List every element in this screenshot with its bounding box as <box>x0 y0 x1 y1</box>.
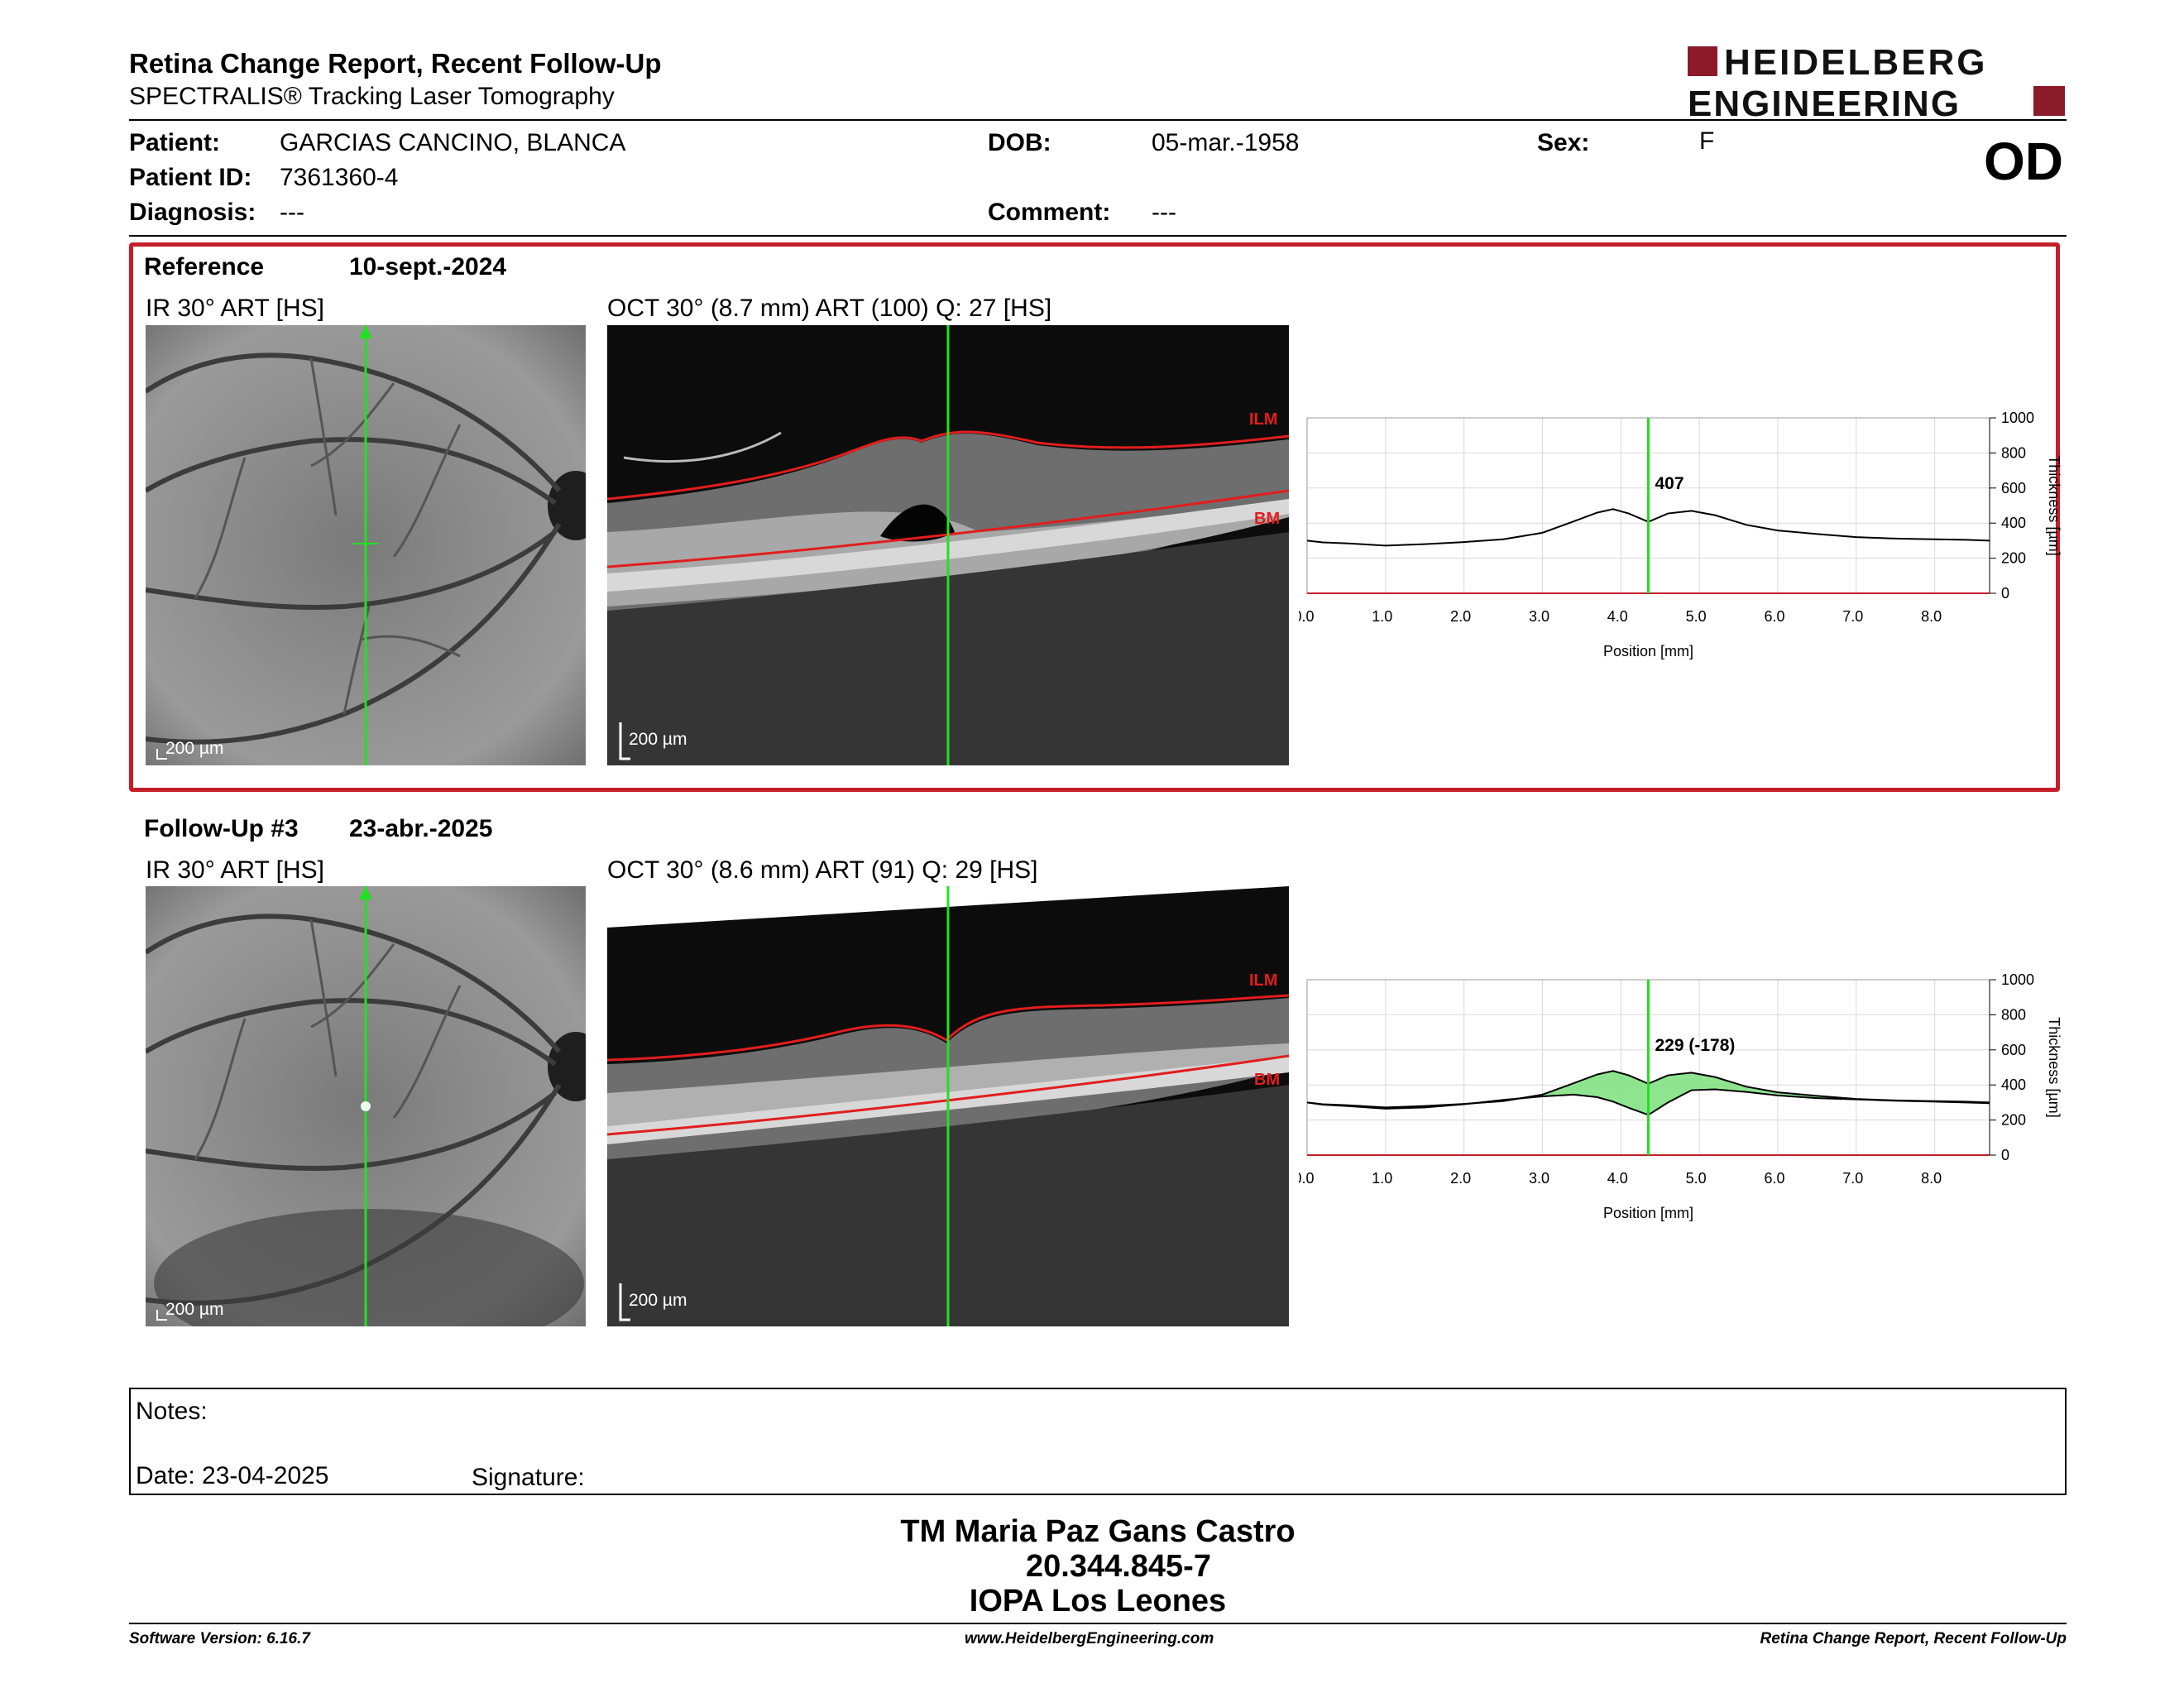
patient-id-label: Patient ID: <box>129 164 252 191</box>
followup-chart-y-tick-label: 1000 <box>2001 971 2034 988</box>
followup-chart-y-tick-label: 0 <box>2001 1147 2009 1163</box>
followup-ilm-label: ILM <box>1249 971 1277 990</box>
reference-chart-y-tick-label: 0 <box>2001 585 2009 602</box>
diagnosis-label: Diagnosis: <box>129 199 256 226</box>
followup-ir-fundus-image: 200 µm <box>146 886 586 1326</box>
followup-chart-x-tick-label: 0.0 <box>1299 1170 1315 1187</box>
notes-box[interactable]: Notes: Date: 23-04-2025 Signature: <box>129 1388 2067 1495</box>
dob-value: 05-mar.-1958 <box>1152 129 1300 156</box>
followup-chart-x-tick-label: 1.0 <box>1372 1170 1392 1187</box>
reference-chart-x-tick-label: 2.0 <box>1450 608 1471 625</box>
reference-oct-scale: 200 µm <box>629 730 687 749</box>
reference-chart-y-tick-label: 800 <box>2001 444 2026 461</box>
comment-label: Comment: <box>988 199 1111 226</box>
reference-oct-caption: OCT 30° (8.7 mm) ART (100) Q: 27 [HS] <box>607 295 1052 322</box>
reference-chart-x-tick-label: 4.0 <box>1607 608 1628 625</box>
followup-chart-y-tick-label: 200 <box>2001 1112 2026 1129</box>
patient-id-value: 7361360-4 <box>280 164 399 191</box>
followup-date: 23-abr.-2025 <box>349 815 493 842</box>
website-link[interactable]: www.HeidelbergEngineering.com <box>965 1630 1214 1647</box>
notes-date: Date: 23-04-2025 <box>136 1462 329 1489</box>
reference-label: Reference <box>144 253 265 281</box>
patient-label: Patient: <box>129 129 221 156</box>
reference-chart-x-tick-label: 3.0 <box>1529 608 1549 625</box>
logo-line1: HEIDELBERG <box>1724 43 1987 83</box>
followup-chart-y-tick-label: 600 <box>2001 1042 2026 1058</box>
followup-chart-y-tick-label: 400 <box>2001 1077 2026 1093</box>
followup-chart-x-tick-label: 8.0 <box>1921 1170 1942 1187</box>
sex-label: Sex: <box>1537 129 1590 156</box>
reference-chart-y-tick-label: 1000 <box>2001 410 2034 426</box>
report-title: Retina Change Report, Recent Follow-Up <box>129 48 662 79</box>
followup-oct-bscan-image: ILM BM 200 µm <box>607 886 1289 1326</box>
reference-frame <box>129 242 2060 792</box>
reference-chart-y-axis-label: Thickness [µm] <box>2046 455 2062 555</box>
followup-ir-caption: IR 30° ART [HS] <box>146 856 324 884</box>
header-divider <box>129 119 2067 121</box>
followup-chart-cursor-value: 229 (-178) <box>1655 1036 1736 1055</box>
report-subtitle: SPECTRALIS® Tracking Laser Tomography <box>129 83 615 110</box>
software-version: Software Version: 6.16.7 <box>129 1630 310 1647</box>
followup-oct-caption: OCT 30° (8.6 mm) ART (91) Q: 29 [HS] <box>607 856 1038 884</box>
followup-oct-scale: 200 µm <box>629 1291 687 1310</box>
reference-chart-y-tick-label: 200 <box>2001 550 2026 567</box>
footer-report-name: Retina Change Report, Recent Follow-Up <box>1760 1630 2067 1647</box>
footer-divider <box>129 1623 2067 1624</box>
patient-divider <box>129 235 2067 237</box>
followup-chart-series-line-1 <box>1306 1088 1990 1116</box>
reference-ir-fundus-image: 200 µm <box>146 325 586 765</box>
reference-chart-x-tick-label: 0.0 <box>1299 608 1315 625</box>
reference-bm-label: BM <box>1254 510 1280 528</box>
eye-indicator: OD <box>1984 132 2063 191</box>
reference-chart-x-axis-label: Position [mm] <box>1603 643 1693 659</box>
reference-ir-scale: 200 µm <box>165 739 223 758</box>
followup-chart-y-tick-label: 800 <box>2001 1006 2026 1023</box>
reference-chart-y-tick-label: 400 <box>2001 515 2026 531</box>
reference-thickness-chart: 0.0 1.0 2.0 3.0 4.0 5.0 6.0 7.0 8.0 0 200 400 600 800… <box>1299 410 2062 659</box>
clinician-id: 20.344.845-7 <box>1026 1549 1211 1584</box>
clinician-name: TM Maria Paz Gans Castro <box>900 1514 1296 1549</box>
followup-chart-y-axis-label: Thickness [µm] <box>2046 1017 2062 1117</box>
reference-ilm-label: ILM <box>1249 410 1277 429</box>
followup-chart-x-tick-label: 4.0 <box>1607 1170 1628 1187</box>
comment-value: --- <box>1152 199 1176 226</box>
reference-chart-x-tick-label: 6.0 <box>1764 608 1784 625</box>
followup-thickness-chart: 0.0 1.0 2.0 3.0 4.0 5.0 6.0 7.0 8.0 0 200 400 600 800… <box>1299 971 2062 1221</box>
sex-value: F <box>1699 127 1715 155</box>
patient-name: GARCIAS CANCINO, BLANCA <box>280 129 626 156</box>
dob-label: DOB: <box>988 129 1051 156</box>
reference-chart-x-tick-label: 5.0 <box>1686 608 1707 625</box>
logo-line2: ENGINEERING <box>1688 84 1961 121</box>
reference-chart-x-tick-label: 7.0 <box>1842 608 1863 625</box>
followup-chart-x-tick-label: 3.0 <box>1529 1170 1549 1187</box>
reference-date: 10-sept.-2024 <box>349 253 507 281</box>
reference-chart-x-tick-label: 8.0 <box>1921 608 1942 625</box>
reference-chart-series-line-0 <box>1306 508 1990 547</box>
followup-chart-x-axis-label: Position [mm] <box>1603 1205 1693 1221</box>
followup-chart-x-tick-label: 5.0 <box>1686 1170 1707 1187</box>
diagnosis-value: --- <box>280 199 304 226</box>
signature-label: Signature: <box>472 1464 585 1491</box>
followup-bm-label: BM <box>1254 1071 1280 1089</box>
followup-ir-scale: 200 µm <box>165 1300 223 1319</box>
reference-chart-x-tick-label: 1.0 <box>1372 608 1392 625</box>
clinic-name: IOPA Los Leones <box>969 1584 1227 1618</box>
reference-oct-bscan-image: ILM BM 200 µm <box>607 325 1289 765</box>
reference-chart-cursor-value: 407 <box>1655 474 1684 493</box>
notes-label: Notes: <box>136 1398 208 1425</box>
heidelberg-logo: HEIDELBERG ENGINEERING <box>1688 42 2068 124</box>
followup-chart-x-tick-label: 6.0 <box>1764 1170 1784 1187</box>
followup-chart-x-tick-label: 7.0 <box>1842 1170 1863 1187</box>
followup-label: Follow-Up #3 <box>144 815 299 842</box>
reference-chart-y-tick-label: 600 <box>2001 480 2026 496</box>
followup-chart-x-tick-label: 2.0 <box>1450 1170 1471 1187</box>
reference-ir-caption: IR 30° ART [HS] <box>146 295 324 322</box>
